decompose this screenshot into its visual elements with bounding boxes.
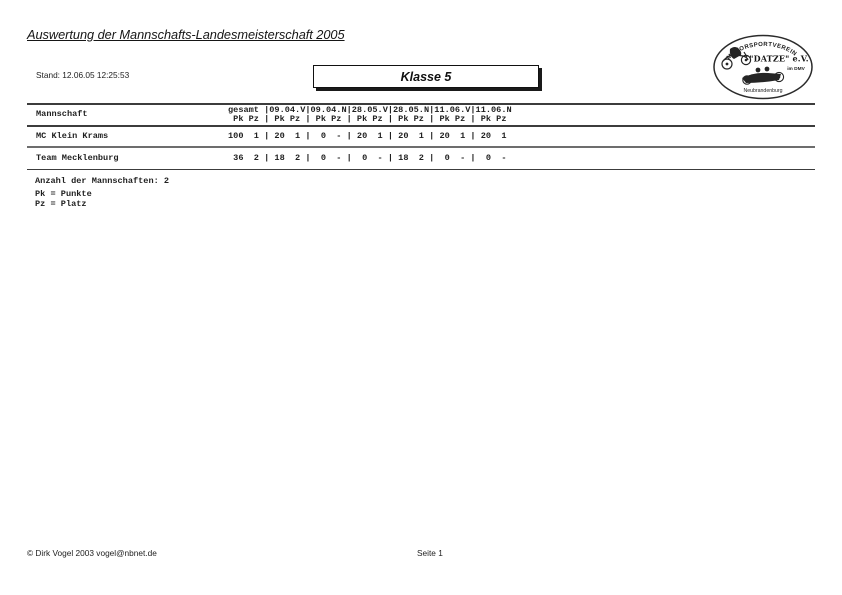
team-scores: 100 1 | 20 1 | 0 - | 20 1 | 20 1 | 20 1 …: [228, 131, 512, 141]
team-scores: 36 2 | 18 2 | 0 - | 0 - | 18 2 | 0 - | 0…: [228, 153, 512, 163]
class-heading: Klasse 5: [400, 69, 452, 84]
report-timestamp: Stand: 12.06.05 12:25:53: [36, 70, 130, 80]
logo-club-name: "DATZE" e.V.: [749, 54, 809, 64]
footer-copyright: © Dirk Vogel 2003 vogel@nbnet.de: [27, 548, 157, 558]
logo-city: Neubrandenburg: [744, 88, 783, 94]
footer-page-number: Seite 1: [417, 548, 443, 558]
team-name: MC Klein Krams: [36, 131, 109, 141]
class-heading-box: Klasse 5: [313, 65, 539, 88]
table-row: MC Klein Krams 100 1 | 20 1 | 0 - | 20 1 …: [0, 132, 842, 144]
table-top-rule: [27, 103, 815, 105]
sidecar-racer-icon: [742, 66, 785, 85]
vintage-motorcycle-icon: [721, 47, 752, 70]
team-name: Team Mecklenburg: [36, 153, 119, 163]
table-bottom-rule: [27, 168, 815, 170]
table-row: Team Mecklenburg 36 2 | 18 2 | 0 - | 0 -…: [0, 154, 842, 166]
legend-pk: Pk = Punkte: [35, 189, 92, 199]
column-header-team: Mannschaft: [36, 109, 88, 119]
table-header-rule: [27, 125, 815, 127]
table-event-headers: gesamt |09.04.V|09.04.N|28.05.V|28.05.N|…: [228, 105, 512, 124]
team-count: Anzahl der Mannschaften: 2: [35, 176, 170, 186]
legend-pz: Pz = Platz: [35, 199, 87, 209]
club-logo: MOTORSPORTVEREIN "DATZE" e.V. im DMV Neu…: [713, 34, 813, 100]
table-row-rule: [27, 146, 815, 149]
logo-affiliation: im DMV: [787, 66, 805, 72]
page-title: Auswertung der Mannschafts-Landesmeister…: [27, 27, 345, 42]
